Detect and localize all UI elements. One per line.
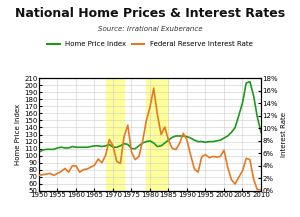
Text: National Home Prices & Interest Rates: National Home Prices & Interest Rates: [15, 7, 285, 20]
Bar: [146, 78, 169, 191]
Y-axis label: Home Price Index: Home Price Index: [15, 104, 21, 165]
Legend: Home Price Index, Federal Reserve Interest Rate: Home Price Index, Federal Reserve Intere…: [44, 38, 256, 50]
Text: Source: Irrational Exuberance: Source: Irrational Exuberance: [98, 26, 202, 32]
Bar: [106, 78, 124, 191]
Y-axis label: Interest Rate: Interest Rate: [281, 112, 287, 157]
